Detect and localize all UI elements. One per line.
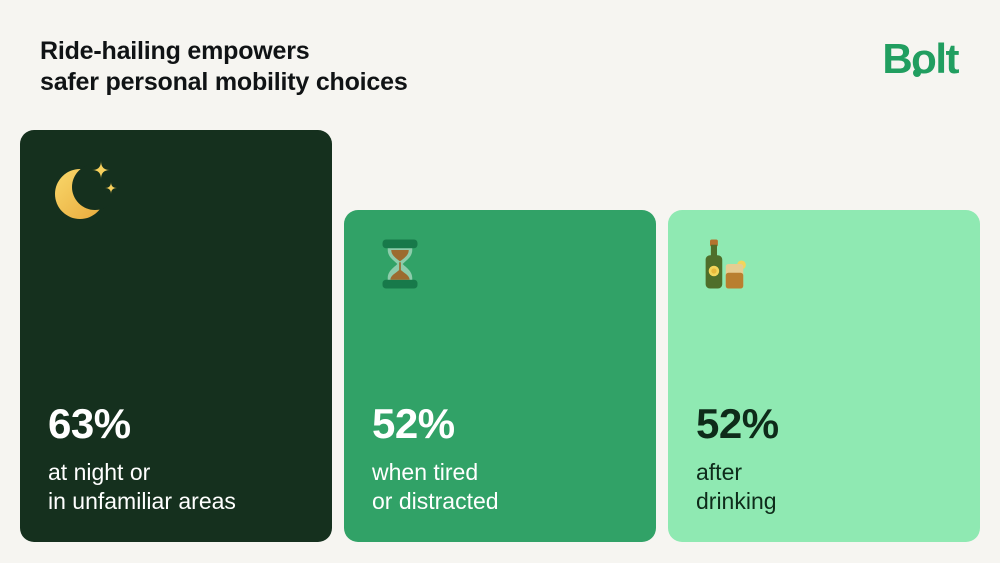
stat-label-line1: after bbox=[696, 459, 743, 485]
stat-label-line2: or distracted bbox=[372, 488, 499, 514]
stat-label-line2: in unfamiliar areas bbox=[48, 488, 236, 514]
stat-block: 52% after drinking bbox=[696, 400, 952, 516]
stat-percent: 52% bbox=[696, 400, 779, 447]
stat-block: 52% when tired or distracted bbox=[372, 400, 628, 516]
stat-label-line1: at night or bbox=[48, 459, 151, 485]
bolt-logo-dot bbox=[913, 69, 922, 77]
hourglass-icon bbox=[372, 236, 628, 292]
bolt-logo: Bolt bbox=[882, 38, 959, 80]
crescent-moon-icon bbox=[48, 156, 304, 228]
stat-block: 63% at night or in unfamiliar areas bbox=[48, 400, 304, 516]
stat-percent: 52% bbox=[372, 400, 455, 447]
stat-card-drinking: 52% after drinking bbox=[668, 210, 980, 542]
stat-card-night: 63% at night or in unfamiliar areas bbox=[20, 130, 332, 542]
stat-label: after drinking bbox=[696, 458, 952, 516]
stat-label: at night or in unfamiliar areas bbox=[48, 458, 304, 516]
page-title-line1: Ride-hailing empowers bbox=[40, 37, 310, 65]
stat-label: when tired or distracted bbox=[372, 458, 628, 516]
page-title: Ride-hailing empowers safer personal mob… bbox=[40, 36, 408, 98]
page-title-line2: safer personal mobility choices bbox=[40, 68, 408, 96]
stat-label-line2: drinking bbox=[696, 488, 777, 514]
stat-percent: 63% bbox=[48, 400, 131, 447]
stat-label-line1: when tired bbox=[372, 459, 479, 485]
stat-card-tired: 52% when tired or distracted bbox=[344, 210, 656, 542]
bottle-and-glass-icon bbox=[696, 236, 952, 292]
